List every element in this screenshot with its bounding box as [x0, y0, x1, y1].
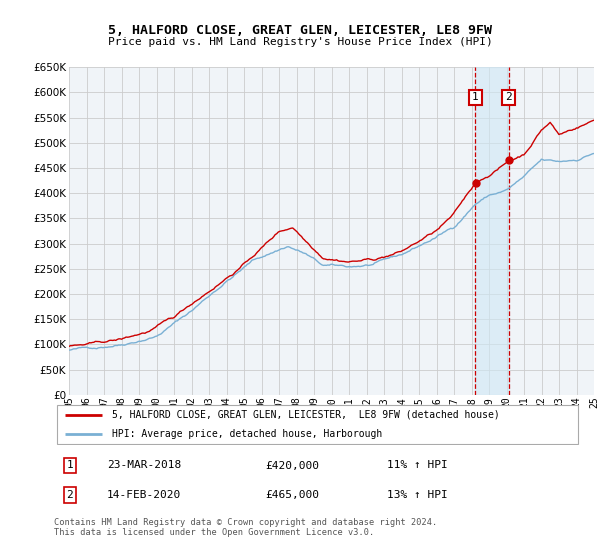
Text: 5, HALFORD CLOSE, GREAT GLEN, LEICESTER, LE8 9FW: 5, HALFORD CLOSE, GREAT GLEN, LEICESTER,… [108, 24, 492, 36]
Bar [475, 67, 509, 395]
Text: 5, HALFORD CLOSE, GREAT GLEN, LEICESTER,  LE8 9FW (detached house): 5, HALFORD CLOSE, GREAT GLEN, LEICESTER,… [112, 409, 500, 419]
Text: £465,000: £465,000 [265, 490, 319, 500]
Text: 23-MAR-2018: 23-MAR-2018 [107, 460, 181, 470]
Text: 2: 2 [67, 490, 73, 500]
Text: 2: 2 [505, 92, 512, 102]
Text: 13% ↑ HPI: 13% ↑ HPI [386, 490, 448, 500]
Text: Price paid vs. HM Land Registry's House Price Index (HPI): Price paid vs. HM Land Registry's House … [107, 37, 493, 47]
Text: HPI: Average price, detached house, Harborough: HPI: Average price, detached house, Harb… [112, 429, 382, 439]
FancyBboxPatch shape [56, 405, 578, 444]
Text: 14-FEB-2020: 14-FEB-2020 [107, 490, 181, 500]
Text: 1: 1 [67, 460, 73, 470]
Text: 1: 1 [472, 92, 479, 102]
Text: Contains HM Land Registry data © Crown copyright and database right 2024.
This d: Contains HM Land Registry data © Crown c… [54, 518, 437, 538]
Text: £420,000: £420,000 [265, 460, 319, 470]
Text: 11% ↑ HPI: 11% ↑ HPI [386, 460, 448, 470]
